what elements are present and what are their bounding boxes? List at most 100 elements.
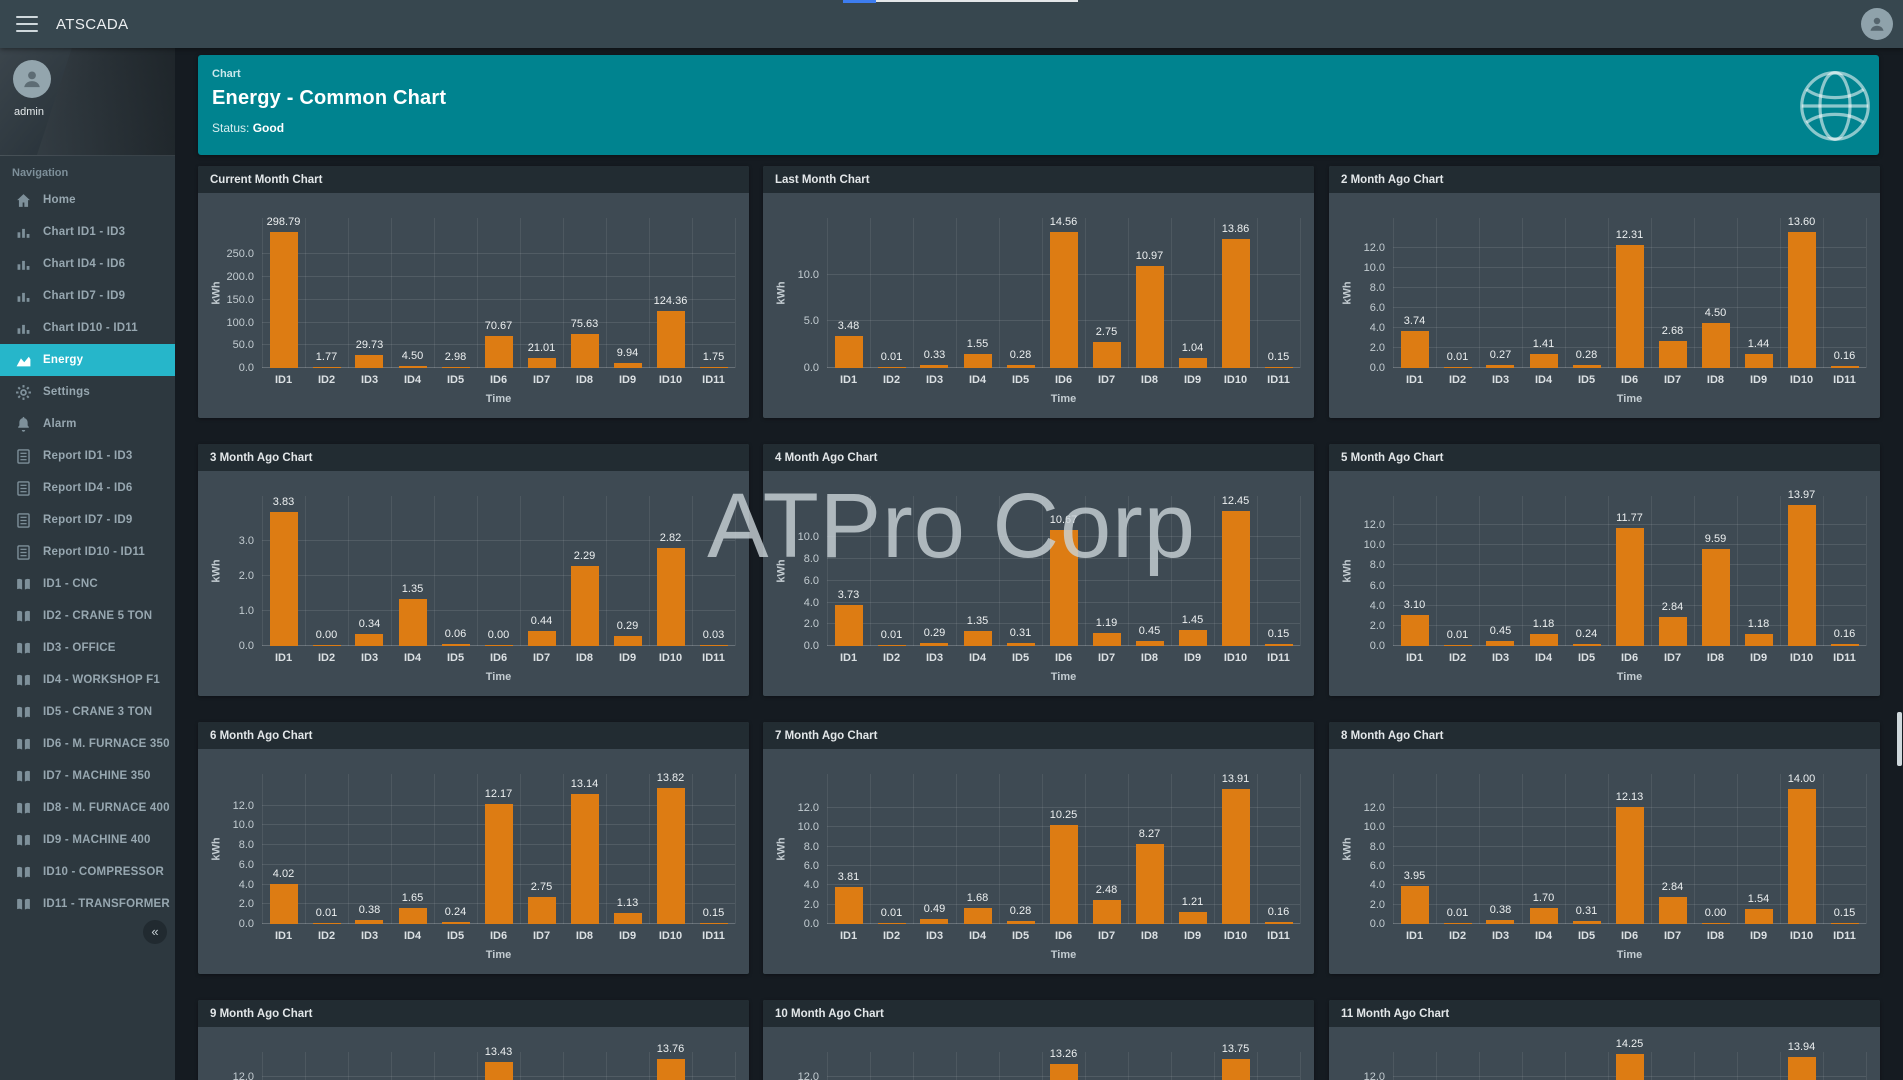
chart-title: 3 Month Ago Chart bbox=[198, 444, 749, 471]
gridline-v bbox=[913, 1052, 914, 1080]
sidebar-item-report-id1-id3[interactable]: Report ID1 - ID3 bbox=[0, 440, 175, 472]
sidebar-item-id10-compressor[interactable]: ID10 - COMPRESSOR bbox=[0, 856, 175, 888]
y-tick-label: 3.0 bbox=[238, 535, 254, 548]
bar-id8 bbox=[570, 566, 599, 646]
bar-value-label: 2.82 bbox=[659, 531, 682, 544]
sidebar-item-id11-transformer[interactable]: ID11 - TRANSFORMER bbox=[0, 888, 175, 920]
y-tick-label: 10.0 bbox=[797, 531, 819, 544]
sidebar-collapse-button[interactable]: « bbox=[143, 920, 167, 944]
bar-value-label: 0.01 bbox=[880, 351, 903, 363]
energy-header-card: Chart Energy - Common Chart Status: Good bbox=[198, 55, 1879, 155]
gridline-v bbox=[1128, 496, 1129, 646]
y-tick-label: 5.0 bbox=[803, 315, 819, 328]
gridline-v bbox=[827, 496, 828, 646]
menu-icon[interactable] bbox=[16, 16, 38, 32]
plot-area: kWh 0.0 1.0 2.0 3.0 3.83 ID1 0.00 ID2 0.34 ID3 1.35… bbox=[211, 496, 736, 683]
chart-title: 5 Month Ago Chart bbox=[1329, 444, 1880, 471]
x-tick-label: ID2 bbox=[317, 374, 336, 386]
sidebar-item-report-id7-id9[interactable]: Report ID7 - ID9 bbox=[0, 504, 175, 536]
sidebar-item-id4-workshop-f1[interactable]: ID4 - WORKSHOP F1 bbox=[0, 664, 175, 696]
x-tick-label: ID11 bbox=[702, 930, 725, 942]
x-tick-label: ID4 bbox=[403, 652, 422, 664]
x-tick-label: ID11 bbox=[1833, 652, 1856, 664]
gridline-v bbox=[1694, 774, 1695, 924]
sidebar-item-id1-cnc[interactable]: ID1 - CNC bbox=[0, 568, 175, 600]
sidebar-item-id2-crane-5-ton[interactable]: ID2 - CRANE 5 TON bbox=[0, 600, 175, 632]
sidebar-item-chart-id7-id9[interactable]: Chart ID7 - ID9 bbox=[0, 280, 175, 312]
sidebar-item-id7-machine-350[interactable]: ID7 - MACHINE 350 bbox=[0, 760, 175, 792]
gear-icon bbox=[15, 384, 32, 401]
y-tick-label: 2.0 bbox=[238, 570, 254, 583]
gridline-h bbox=[262, 540, 735, 542]
x-tick-label: ID11 bbox=[702, 374, 725, 386]
sidebar-item-label: Energy bbox=[43, 354, 84, 366]
bar-value-label: 2.84 bbox=[1661, 601, 1684, 614]
bar-value-label: 0.15 bbox=[1833, 906, 1856, 919]
bar-id11 bbox=[1830, 366, 1859, 368]
report-icon bbox=[15, 448, 32, 465]
x-tick-label: ID3 bbox=[925, 652, 944, 664]
y-tick-label: 100.0 bbox=[226, 316, 254, 329]
chart-title: 4 Month Ago Chart bbox=[763, 444, 1314, 471]
sidebar-item-id8-m-furnace-400[interactable]: ID8 - M. FURNACE 400 bbox=[0, 792, 175, 824]
user-avatar-icon[interactable] bbox=[1861, 8, 1893, 40]
gridline-v bbox=[606, 218, 607, 368]
gridline-v bbox=[1608, 496, 1609, 646]
sidebar-item-settings[interactable]: Settings bbox=[0, 376, 175, 408]
x-tick-label: ID6 bbox=[1054, 374, 1073, 386]
y-tick-label: 12.0 bbox=[232, 1071, 254, 1080]
x-tick-label: ID8 bbox=[1140, 930, 1159, 942]
gridline-v bbox=[999, 496, 1000, 646]
bar-value-label: 0.01 bbox=[1446, 907, 1469, 919]
sidebar-item-chart-id1-id3[interactable]: Chart ID1 - ID3 bbox=[0, 216, 175, 248]
bell-icon bbox=[15, 416, 32, 433]
sidebar-item-id5-crane-3-ton[interactable]: ID5 - CRANE 3 TON bbox=[0, 696, 175, 728]
chart-card-6: 5 Month Ago Chart kWh 0.0 2.0 4.0 6.0 8.0 10.0 1… bbox=[1329, 444, 1880, 696]
x-tick-label: ID8 bbox=[1706, 930, 1725, 942]
bar-id1 bbox=[269, 512, 298, 646]
sidebar-item-report-id10-id11[interactable]: Report ID10 - ID11 bbox=[0, 536, 175, 568]
x-tick-label: ID3 bbox=[925, 930, 944, 942]
gridline-v bbox=[1085, 1052, 1086, 1080]
x-axis-label: Time bbox=[1616, 671, 1643, 683]
bar-value-label: 1.18 bbox=[1532, 618, 1555, 631]
sidebar-item-id9-machine-400[interactable]: ID9 - MACHINE 400 bbox=[0, 824, 175, 856]
sidebar-item-report-id4-id6[interactable]: Report ID4 - ID6 bbox=[0, 472, 175, 504]
x-tick-label: ID8 bbox=[1140, 652, 1159, 664]
sidebar-item-chart-id4-id6[interactable]: Chart ID4 - ID6 bbox=[0, 248, 175, 280]
x-axis-label: Time bbox=[1616, 393, 1643, 405]
y-tick-label: 0.0 bbox=[803, 918, 819, 930]
gridline-v bbox=[1393, 218, 1394, 368]
gridline-v bbox=[305, 1052, 306, 1080]
bar-id5 bbox=[441, 366, 470, 368]
book-icon bbox=[15, 896, 32, 913]
gridline-v bbox=[1866, 496, 1867, 646]
bar-value-label: 0.03 bbox=[702, 628, 725, 641]
y-tick-label: 8.0 bbox=[1369, 840, 1385, 853]
scrollbar-thumb[interactable] bbox=[1897, 712, 1902, 766]
x-tick-label: ID1 bbox=[839, 652, 858, 664]
bar-value-label: 2.84 bbox=[1661, 880, 1684, 893]
bar-value-label: 0.38 bbox=[1489, 904, 1512, 917]
x-axis-label: Time bbox=[485, 671, 512, 683]
energy-icon bbox=[15, 352, 32, 369]
bar-id9 bbox=[613, 635, 642, 646]
sidebar-item-id3-office[interactable]: ID3 - OFFICE bbox=[0, 632, 175, 664]
sidebar-item-chart-id10-id11[interactable]: Chart ID10 - ID11 bbox=[0, 312, 175, 344]
bar-id5 bbox=[1006, 365, 1035, 368]
gridline-v bbox=[1608, 774, 1609, 924]
sidebar-item-alarm[interactable]: Alarm bbox=[0, 408, 175, 440]
bar-id8 bbox=[1701, 323, 1730, 368]
plot-area: kWh 0.0 2.0 4.0 6.0 8.0 10.0 12.0 3.74 ID1 0.01 ID2… bbox=[1342, 216, 1867, 405]
gridline-v bbox=[1479, 496, 1480, 646]
x-tick-label: ID1 bbox=[839, 930, 858, 942]
gridline-v bbox=[563, 1052, 564, 1080]
sidebar-item-home[interactable]: Home bbox=[0, 184, 175, 216]
gridline-v bbox=[520, 218, 521, 368]
navigation-section-label: Navigation bbox=[12, 167, 69, 179]
bar-id10 bbox=[1787, 1056, 1816, 1080]
sidebar-item-energy[interactable]: Energy bbox=[0, 344, 175, 376]
gridline-v bbox=[1780, 496, 1781, 646]
bar-id11 bbox=[1264, 644, 1293, 646]
sidebar-item-id6-m-furnace-350[interactable]: ID6 - M. FURNACE 350 bbox=[0, 728, 175, 760]
